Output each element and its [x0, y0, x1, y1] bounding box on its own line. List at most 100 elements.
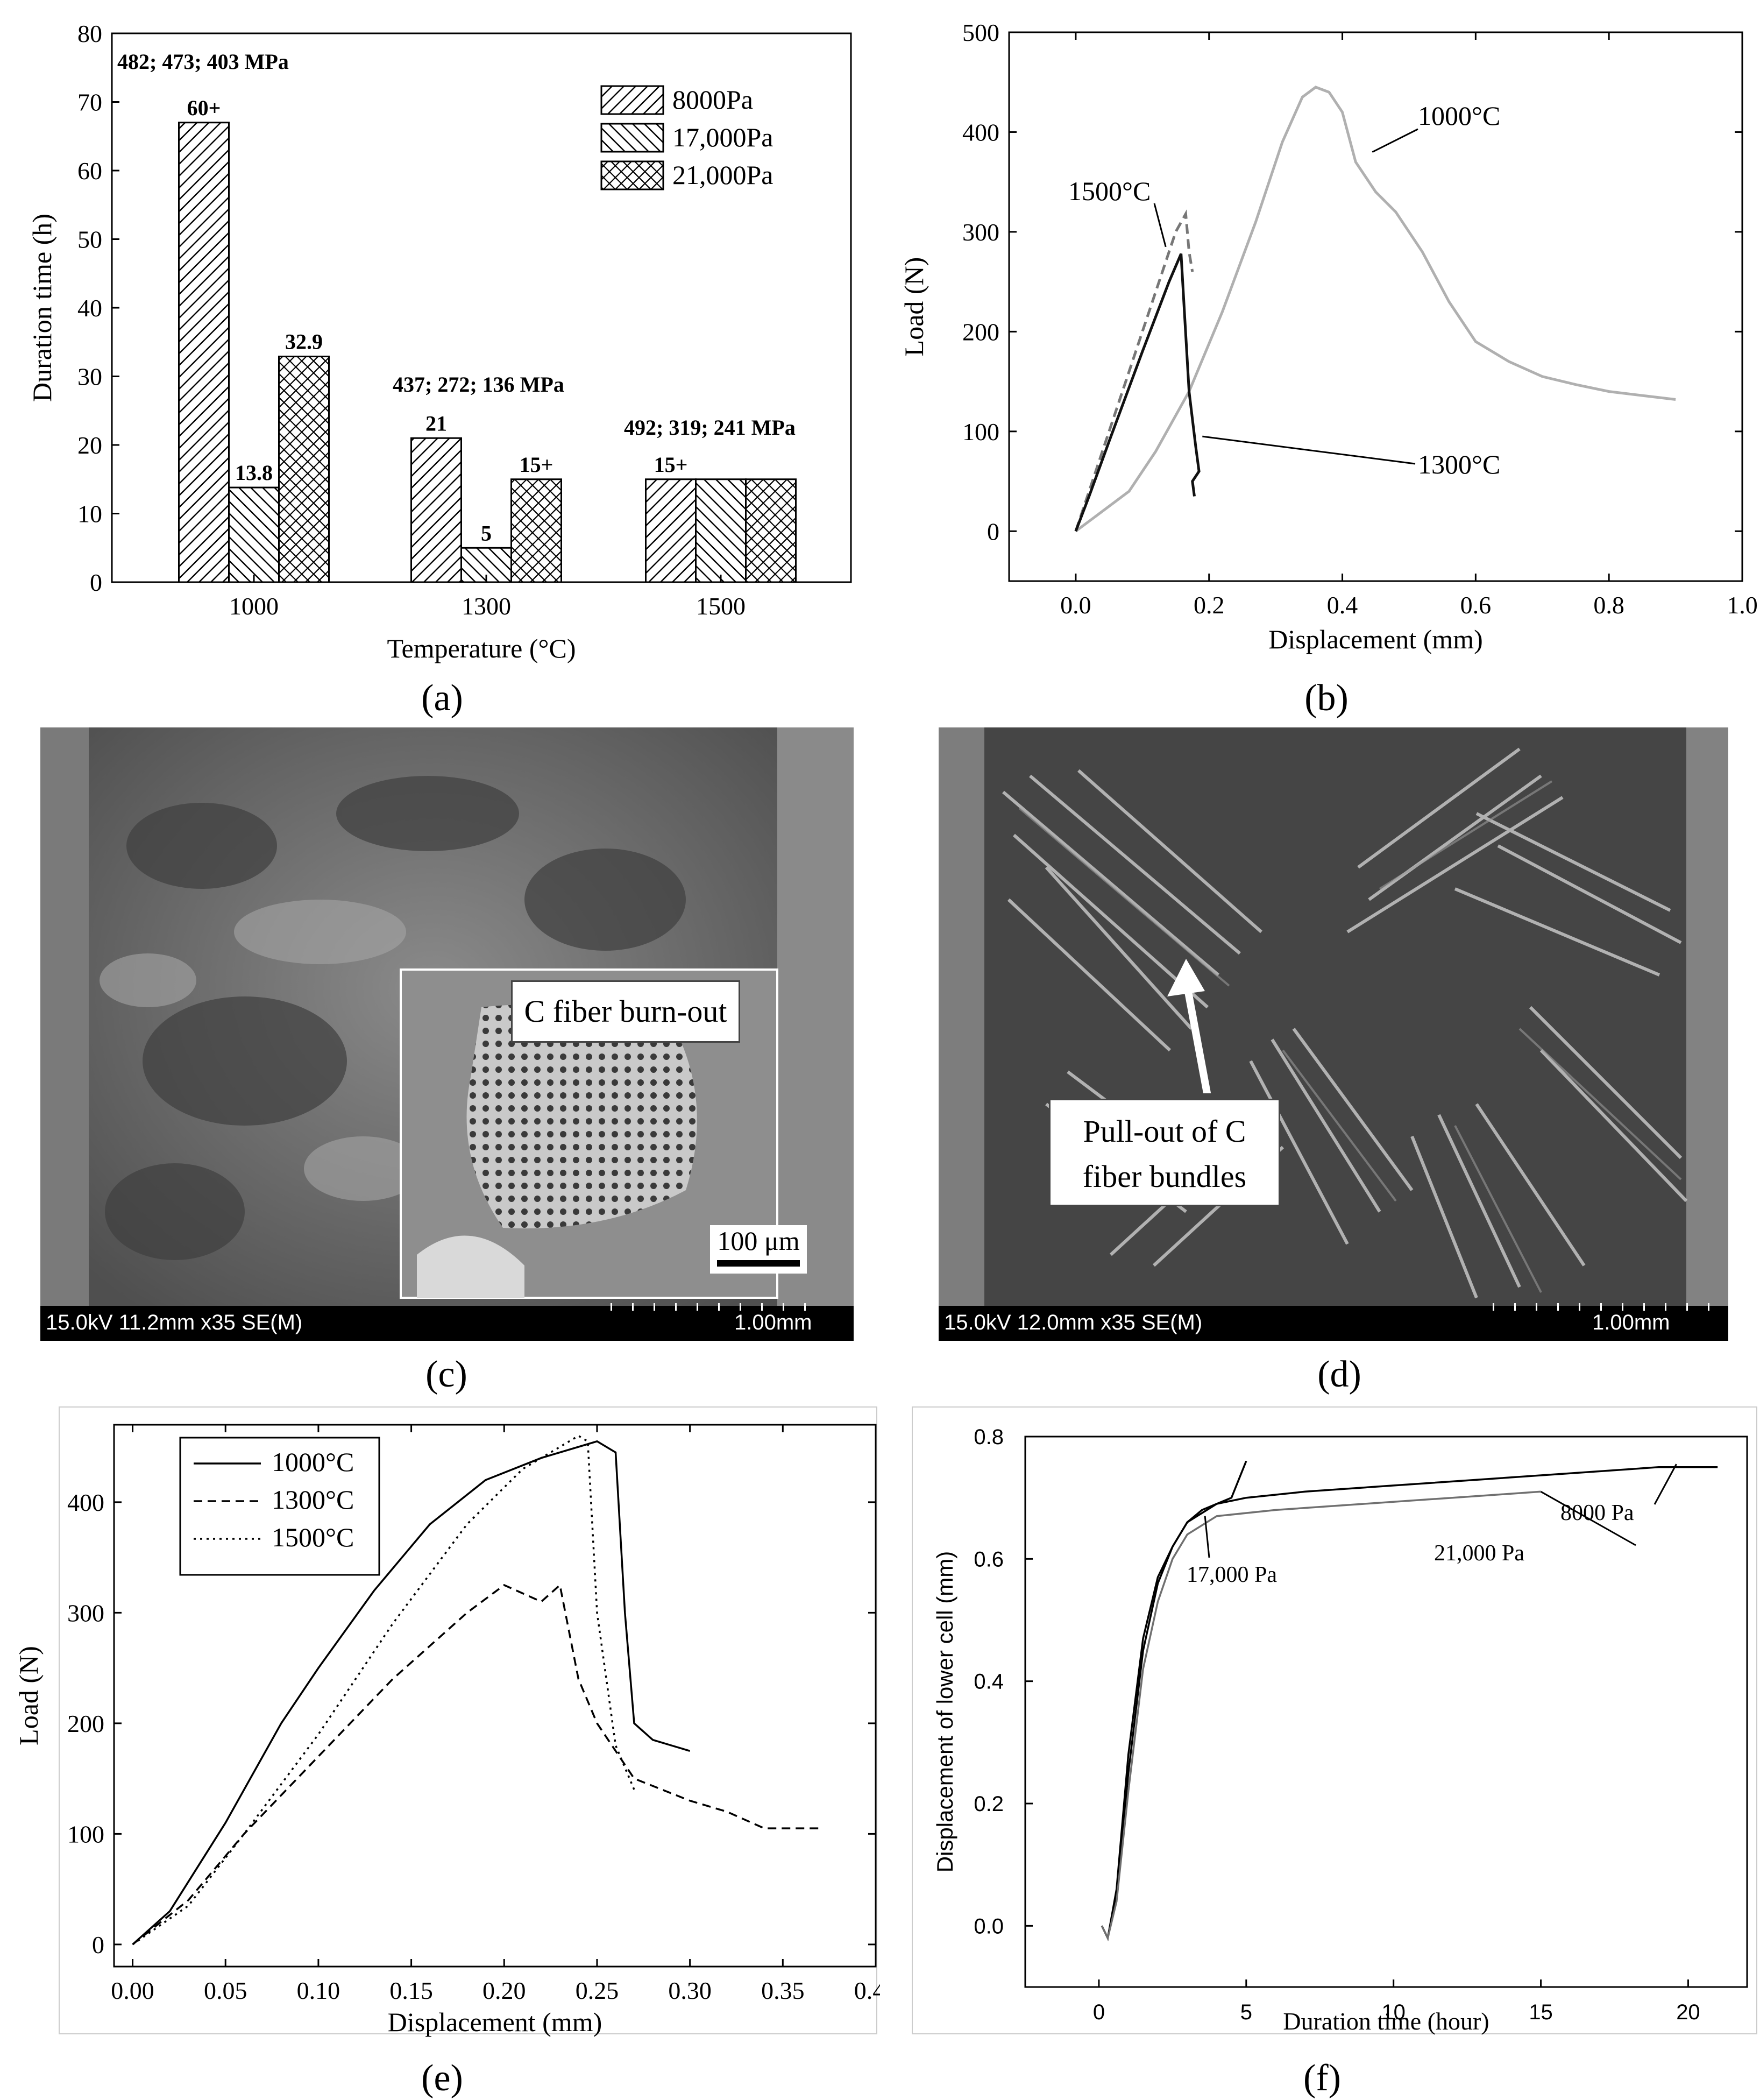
sem-info-text-d: 15.0kV 12.0mm x35 SE(M) — [944, 1311, 1203, 1334]
caption-a: (a) — [421, 677, 463, 719]
x-tick-label: 0.6 — [1460, 591, 1492, 619]
sem-scale-ticks-d — [1493, 1303, 1713, 1311]
x-tick-label: 0.35 — [761, 1977, 805, 2004]
y-tick-label: 300 — [67, 1599, 104, 1627]
caption-c: (c) — [425, 1354, 467, 1395]
annotation-arrow — [1204, 1516, 1210, 1558]
series-annotation: 1000°C — [1418, 101, 1500, 131]
sem-inset-label-c: C fiber burn-out — [511, 980, 740, 1043]
x-tick-label: 1000 — [229, 592, 279, 620]
x-tick-label: 0.2 — [1194, 591, 1225, 619]
y-axis-label: Load (N) — [899, 257, 929, 357]
sem-inset-scale-text-c: 100 μm — [717, 1226, 800, 1256]
plot-frame — [113, 1424, 877, 1968]
sem-image-d: Pull-out of C fiber bundles 15.0kV 12.0m… — [939, 727, 1728, 1341]
sem-label-line1-d: Pull-out of C — [1083, 1114, 1246, 1149]
sem-image-c: C fiber burn-out 100 μm 15.0kV 11.2mm x3… — [40, 727, 854, 1341]
x-tick-label: 0.4 — [1327, 591, 1358, 619]
caption-e: (e) — [421, 2057, 463, 2098]
legend-label: 1300°C — [272, 1484, 354, 1515]
annotation-arrow — [1653, 1463, 1677, 1505]
bar — [460, 547, 512, 583]
group-annotation: 482; 473; 403 MPa — [117, 50, 289, 74]
y-tick-label: 0 — [987, 518, 999, 545]
sem-info-text-c: 15.0kV 11.2mm x35 SE(M) — [46, 1311, 303, 1334]
x-tick-label: 0.10 — [297, 1977, 340, 2004]
y-tick-label: 50 — [77, 226, 102, 253]
chart-f: 0 5 10 15 20 0.0 0.2 0.4 0.6 0.8 21,000 Pa 8000 Pa 1… — [912, 1406, 1757, 2098]
caption-d-wrap: (d) — [1317, 1354, 1361, 1395]
series-line — [1101, 1460, 1247, 1941]
series-annotation: 1300°C — [1418, 449, 1500, 479]
y-tick-label: 30 — [77, 363, 102, 391]
caption-d: (d) — [1317, 1354, 1361, 1395]
bar — [178, 122, 230, 583]
bar-data-label: 5 — [481, 521, 492, 545]
chart-a: 0 10 20 30 40 50 60 70 80 1000 60+ 13.8 32.9 482; 473… — [27, 20, 852, 719]
x-tick-label: 10 — [1381, 2000, 1406, 2024]
legend-swatch — [600, 123, 664, 153]
bar-data-label: 15+ — [520, 452, 553, 477]
y-axis-label: Displacement of lower cell (mm) — [932, 1551, 957, 1872]
y-tick-label: 0.6 — [974, 1547, 1004, 1571]
bar — [510, 478, 562, 583]
annotation-arrow — [1540, 1490, 1636, 1546]
y-tick-label: 0.4 — [974, 1670, 1004, 1694]
chart-b: 0.0 0.2 0.4 0.6 0.8 1.0 0 100 200 300 400 500 1000°C… — [899, 19, 1758, 719]
bar-data-label: 13.8 — [235, 461, 273, 485]
series-annotation: 17,000 Pa — [1187, 1562, 1277, 1587]
legend-label: 1500°C — [272, 1522, 354, 1552]
sem-scale-ticks-c — [611, 1303, 826, 1311]
x-tick-label: 0.00 — [111, 1977, 154, 2004]
x-axis-label: Displacement (mm) — [1268, 624, 1483, 654]
legend-label: 21,000Pa — [672, 160, 773, 190]
y-tick-label: 0 — [92, 1931, 104, 1958]
x-tick-label: 0.8 — [1593, 591, 1624, 619]
x-tick-label: 0.30 — [668, 1977, 712, 2004]
series-annotation: 1500°C — [1068, 176, 1151, 206]
x-tick-label: 20 — [1676, 2000, 1700, 2024]
x-tick-label: 15 — [1529, 2000, 1553, 2024]
sem-info-bar-d — [939, 1306, 1728, 1341]
legend-label: 17,000Pa — [672, 122, 773, 152]
y-tick-label: 0 — [90, 569, 102, 596]
y-tick-label: 70 — [77, 89, 102, 116]
x-tick-label: 1500 — [696, 592, 746, 620]
series-annotation: 21,000 Pa — [1434, 1541, 1524, 1566]
y-tick-label: 100 — [67, 1820, 104, 1848]
group-annotation: 437; 272; 136 MPa — [393, 372, 564, 397]
y-tick-label: 20 — [77, 432, 102, 459]
y-tick-label: 0.2 — [974, 1792, 1004, 1816]
legend-label: 8000Pa — [672, 84, 753, 115]
y-tick-label: 200 — [962, 318, 999, 345]
bar — [410, 437, 462, 583]
sem-info-bar-c — [40, 1306, 854, 1341]
x-tick-label: 0.25 — [576, 1977, 619, 2004]
y-tick-label: 0.0 — [974, 1914, 1004, 1938]
y-tick-label: 300 — [962, 218, 999, 246]
y-tick-label: 400 — [67, 1489, 104, 1516]
y-tick-label: 40 — [77, 294, 102, 322]
bar — [278, 356, 330, 583]
legend-box — [179, 1437, 380, 1576]
bar-data-label: 21 — [425, 411, 447, 435]
legend-swatch — [600, 160, 664, 190]
x-axis-label: Duration time (hour) — [1283, 2007, 1489, 2035]
x-tick-label: 0 — [1093, 2000, 1105, 2024]
annotation-arrow — [1202, 435, 1416, 465]
series-line — [1075, 86, 1676, 533]
y-tick-label: 10 — [77, 500, 102, 528]
y-axis-label: Duration time (h) — [27, 214, 57, 402]
series-line — [1101, 1466, 1718, 1941]
annotation-arrow — [1153, 203, 1167, 248]
sem-inset-scale-line-c — [717, 1260, 800, 1267]
y-tick-label: 60 — [77, 157, 102, 185]
x-tick-label: 1300 — [462, 592, 511, 620]
series-line — [132, 1440, 691, 1946]
y-tick-label: 0.8 — [974, 1425, 1004, 1449]
bar — [645, 478, 697, 583]
x-tick-label: 5 — [1240, 2000, 1252, 2024]
y-axis-label: Load (N) — [13, 1646, 44, 1745]
sem-label-line2-d: fiber bundles — [1082, 1159, 1247, 1194]
x-axis-label: Displacement (mm) — [388, 2007, 602, 2037]
